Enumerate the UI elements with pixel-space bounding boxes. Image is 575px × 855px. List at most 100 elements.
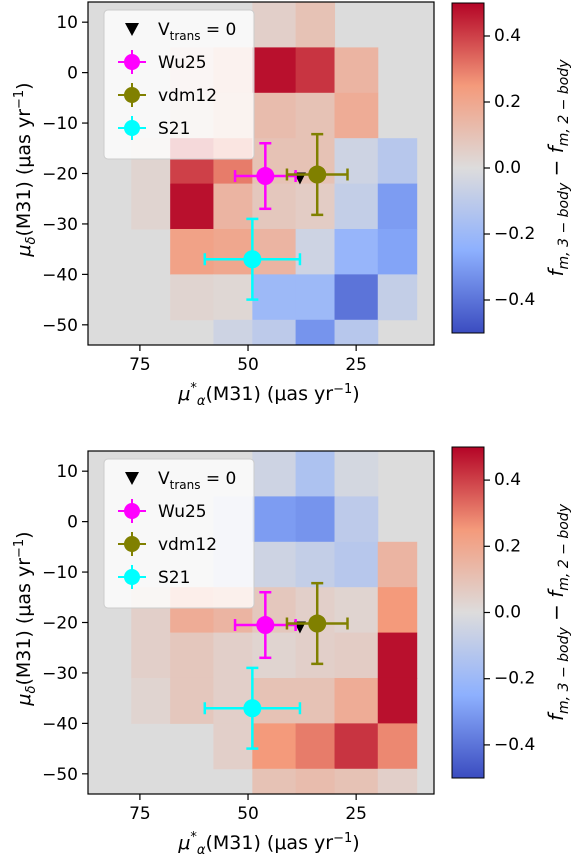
heatmap-cell <box>295 768 336 795</box>
y-axis-label-part: μ <box>13 694 35 707</box>
heatmap-cell <box>131 677 171 724</box>
heatmap-cell <box>170 677 214 724</box>
heatmap-cell <box>213 319 253 346</box>
y-tick-label: −40 <box>42 714 78 734</box>
heatmap-cell <box>334 496 379 543</box>
point-marker <box>308 614 327 633</box>
heatmap-cell <box>377 677 418 724</box>
y-axis-label-part: μ <box>13 245 35 258</box>
colorbar-label-part: − <box>544 598 568 627</box>
x-tick-label: 50 <box>237 355 259 375</box>
heatmap-cell <box>252 47 297 94</box>
y-tick-label: 10 <box>56 462 78 482</box>
y-tick-label: −30 <box>42 664 78 684</box>
heatmap-cell <box>334 451 379 497</box>
x-axis-label-part: α <box>197 843 206 855</box>
x-tick-label: 25 <box>345 355 367 375</box>
y-tick-label: −20 <box>42 165 78 185</box>
legend-label-vtrans-part: V <box>158 20 170 40</box>
heatmap-cell <box>252 677 297 724</box>
legend-point-marker <box>124 87 140 103</box>
legend-label-vtrans: Vtrans = 0 <box>158 469 236 492</box>
heatmap-cell <box>377 768 418 795</box>
y-tick-label: −50 <box>42 765 78 785</box>
legend-vtrans-marker-icon <box>125 23 139 36</box>
legend-point-marker <box>124 120 140 136</box>
heatmap-cell <box>252 496 297 543</box>
heatmap-cell <box>334 92 379 139</box>
heatmap-cell <box>377 723 418 770</box>
legend-point-marker <box>124 569 140 585</box>
heatmap-cell <box>213 228 253 275</box>
x-axis-label-part: * <box>190 830 197 845</box>
data-point-s21 <box>203 666 302 750</box>
heatmap-cell <box>295 632 336 679</box>
heatmap-cell <box>252 451 297 497</box>
colorbar-label-part: f <box>544 588 568 598</box>
colorbar-gradient <box>451 2 485 334</box>
heatmap-cell <box>295 496 336 543</box>
legend-label-vtrans-part: trans <box>170 478 201 492</box>
y-tick-label: −30 <box>42 215 78 235</box>
colorbar-tick-label: −0.2 <box>494 224 535 244</box>
x-axis-label-part: α <box>197 394 206 409</box>
colorbar-label: fm, 3 − body − fm, 2 − body <box>544 503 572 721</box>
x-axis-label-part: μ <box>177 383 190 405</box>
colorbar: 0.40.20.0−0.2−0.4fm, 3 − body − fm, 2 − … <box>451 446 572 779</box>
y-axis-label-part: (M31) (μas yr <box>13 109 35 237</box>
legend-point-marker <box>124 503 140 519</box>
heatmap-cell <box>295 2 336 48</box>
x-axis-label: μ*α(M31) (μas yr−1) <box>177 830 359 855</box>
heatmap-cell <box>131 632 171 679</box>
y-axis-label-part: ) <box>13 531 35 538</box>
heatmap-cell <box>213 274 253 321</box>
heatmap-cell <box>334 47 379 94</box>
legend-label-s21: S21 <box>158 119 190 139</box>
legend-box <box>103 458 255 609</box>
data-point-s21 <box>203 217 302 301</box>
legend-box <box>103 9 255 160</box>
heatmap-cell <box>252 183 297 230</box>
point-marker <box>256 616 275 635</box>
legend-label-vdm12: vdm12 <box>158 86 217 106</box>
heatmap-cell <box>334 677 379 724</box>
colorbar-tick-label: −0.4 <box>494 290 535 310</box>
legend-label-vtrans-part: trans <box>170 29 201 43</box>
legend-label-vtrans-part: V <box>158 469 170 489</box>
x-tick-label: 50 <box>237 804 259 824</box>
heatmap-cell <box>377 138 418 185</box>
legend-label-vtrans-part: = 0 <box>201 20 237 40</box>
heatmap-cell <box>334 723 379 770</box>
legend-label-vtrans-part: = 0 <box>201 469 237 489</box>
heatmap-cells <box>131 451 418 795</box>
y-axis-label-part: −1 <box>12 539 27 558</box>
y-tick-label: 0 <box>67 64 78 84</box>
heatmap-cell <box>131 183 171 230</box>
colorbar-tick-label: 0.4 <box>494 26 521 46</box>
heatmap-cell <box>213 723 253 770</box>
colorbar-label-part: f <box>544 711 568 721</box>
colorbar-label-part: m, 2 − body <box>556 59 572 146</box>
heatmap-cell <box>377 587 418 634</box>
heatmap-cell <box>377 541 418 588</box>
x-tick-label: 25 <box>345 804 367 824</box>
x-axis-label-part: (M31) (μas yr <box>206 383 334 405</box>
y-axis-label-part: −1 <box>12 90 27 109</box>
legend: Vtrans = 0 Wu25 vdm12 S21 <box>103 9 255 160</box>
point-marker <box>308 165 327 184</box>
heatmap-cell <box>252 319 297 346</box>
heatmap-cell <box>377 183 418 230</box>
colorbar-label-part: m, 3 − body <box>556 627 572 714</box>
heatmap-cell <box>295 183 336 230</box>
y-tick-label: −50 <box>42 316 78 336</box>
heatmap-cell <box>334 587 379 634</box>
y-axis-label-part: δ <box>24 237 39 245</box>
legend-vtrans-marker-icon <box>125 472 139 485</box>
data-point-vdm12 <box>285 581 349 666</box>
heatmap-cell <box>252 541 297 588</box>
x-axis-label-part: ) <box>352 383 359 405</box>
y-tick-label: 10 <box>56 13 78 33</box>
